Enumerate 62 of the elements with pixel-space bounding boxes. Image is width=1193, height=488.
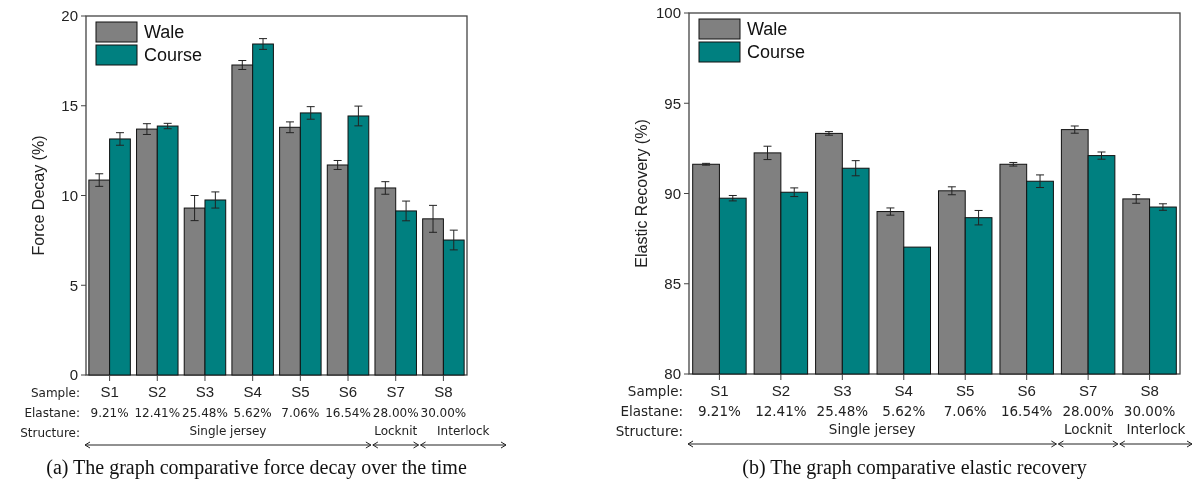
x-tick-label: S6 <box>338 383 358 400</box>
legend-label: Course <box>144 45 203 66</box>
x-tick-label: S3 <box>195 383 215 400</box>
x-tick-label: S7 <box>386 383 405 400</box>
y-tick-label: 80 <box>664 365 681 383</box>
x-tick-label: S2 <box>148 383 167 400</box>
text: Sample: <box>30 386 80 400</box>
text: Elastane: <box>24 406 80 420</box>
text: 16.54% <box>325 406 371 420</box>
text: Single jersey <box>189 424 267 438</box>
text: 16.54% <box>1000 403 1053 419</box>
x-tick-label: S3 <box>833 382 852 399</box>
y-tick-label: 95 <box>664 94 681 112</box>
x-tick-label: S5 <box>291 383 310 400</box>
text: (a) The graph comparative force decay over the time <box>46 456 467 479</box>
text: 5.62% <box>233 406 272 420</box>
text: 7.06% <box>943 403 987 419</box>
y-tick-label: 90 <box>664 184 681 202</box>
text: (b) The graph comparative elastic recovery <box>742 456 1087 479</box>
text: 12.41% <box>755 403 807 419</box>
text: Elastane: <box>620 403 683 419</box>
text: Locknit <box>1063 421 1113 437</box>
text: 28.00% <box>372 406 419 420</box>
x-tick-label: S4 <box>894 382 913 399</box>
text: Locknit <box>374 424 418 438</box>
text: Single jersey <box>828 421 916 437</box>
y-tick-label: 85 <box>664 275 681 292</box>
text: Sample: <box>627 383 683 399</box>
y-tick-label: 10 <box>61 186 78 204</box>
x-tick-label: S1 <box>710 382 729 399</box>
x-tick-label: S4 <box>243 383 262 400</box>
y-axis-title: Elastic Recovery (%) <box>633 119 650 268</box>
x-tick-label: S6 <box>1017 382 1036 399</box>
y-tick-label: 5 <box>69 276 78 294</box>
y-tick-label: 20 <box>61 7 78 25</box>
x-tick-label: S8 <box>1140 382 1159 399</box>
y-tick-label: 0 <box>69 366 78 384</box>
text: Interlock <box>437 424 490 438</box>
x-tick-label: S7 <box>1078 382 1098 399</box>
x-tick-label: S1 <box>100 383 119 400</box>
text: 7.06% <box>281 406 320 420</box>
text: Structure: <box>20 426 80 440</box>
legend-label: Course <box>747 42 806 63</box>
text: 30.00% <box>1123 403 1176 419</box>
text: 12.41% <box>134 406 181 420</box>
x-tick-label: S2 <box>771 382 791 399</box>
text: 9.21% <box>697 403 742 419</box>
legend-label: Wale <box>144 22 185 43</box>
text: Interlock <box>1126 421 1186 437</box>
y-tick-label: 100 <box>655 4 681 22</box>
legend-label: Wale <box>747 19 788 40</box>
text: 28.00% <box>1062 403 1115 419</box>
text: 25.48% <box>182 406 228 420</box>
text: Structure: <box>615 423 683 439</box>
x-tick-label: S5 <box>956 382 975 399</box>
text: 25.48% <box>816 403 869 419</box>
text: 5.62% <box>882 403 926 419</box>
y-tick-label: 15 <box>61 97 78 114</box>
x-tick-label: S8 <box>434 383 453 400</box>
text: 9.21% <box>90 406 129 420</box>
text: 30.00% <box>420 406 467 420</box>
y-axis-title: Force Decay (%) <box>30 135 47 256</box>
